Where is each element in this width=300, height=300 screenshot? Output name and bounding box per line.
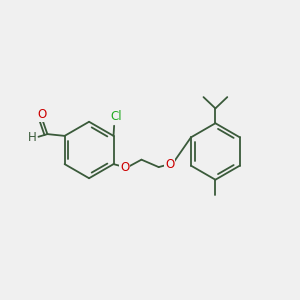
Text: O: O — [165, 158, 174, 171]
Text: Cl: Cl — [110, 110, 122, 123]
Text: O: O — [37, 108, 46, 121]
Text: H: H — [28, 131, 37, 144]
Text: O: O — [120, 160, 129, 174]
